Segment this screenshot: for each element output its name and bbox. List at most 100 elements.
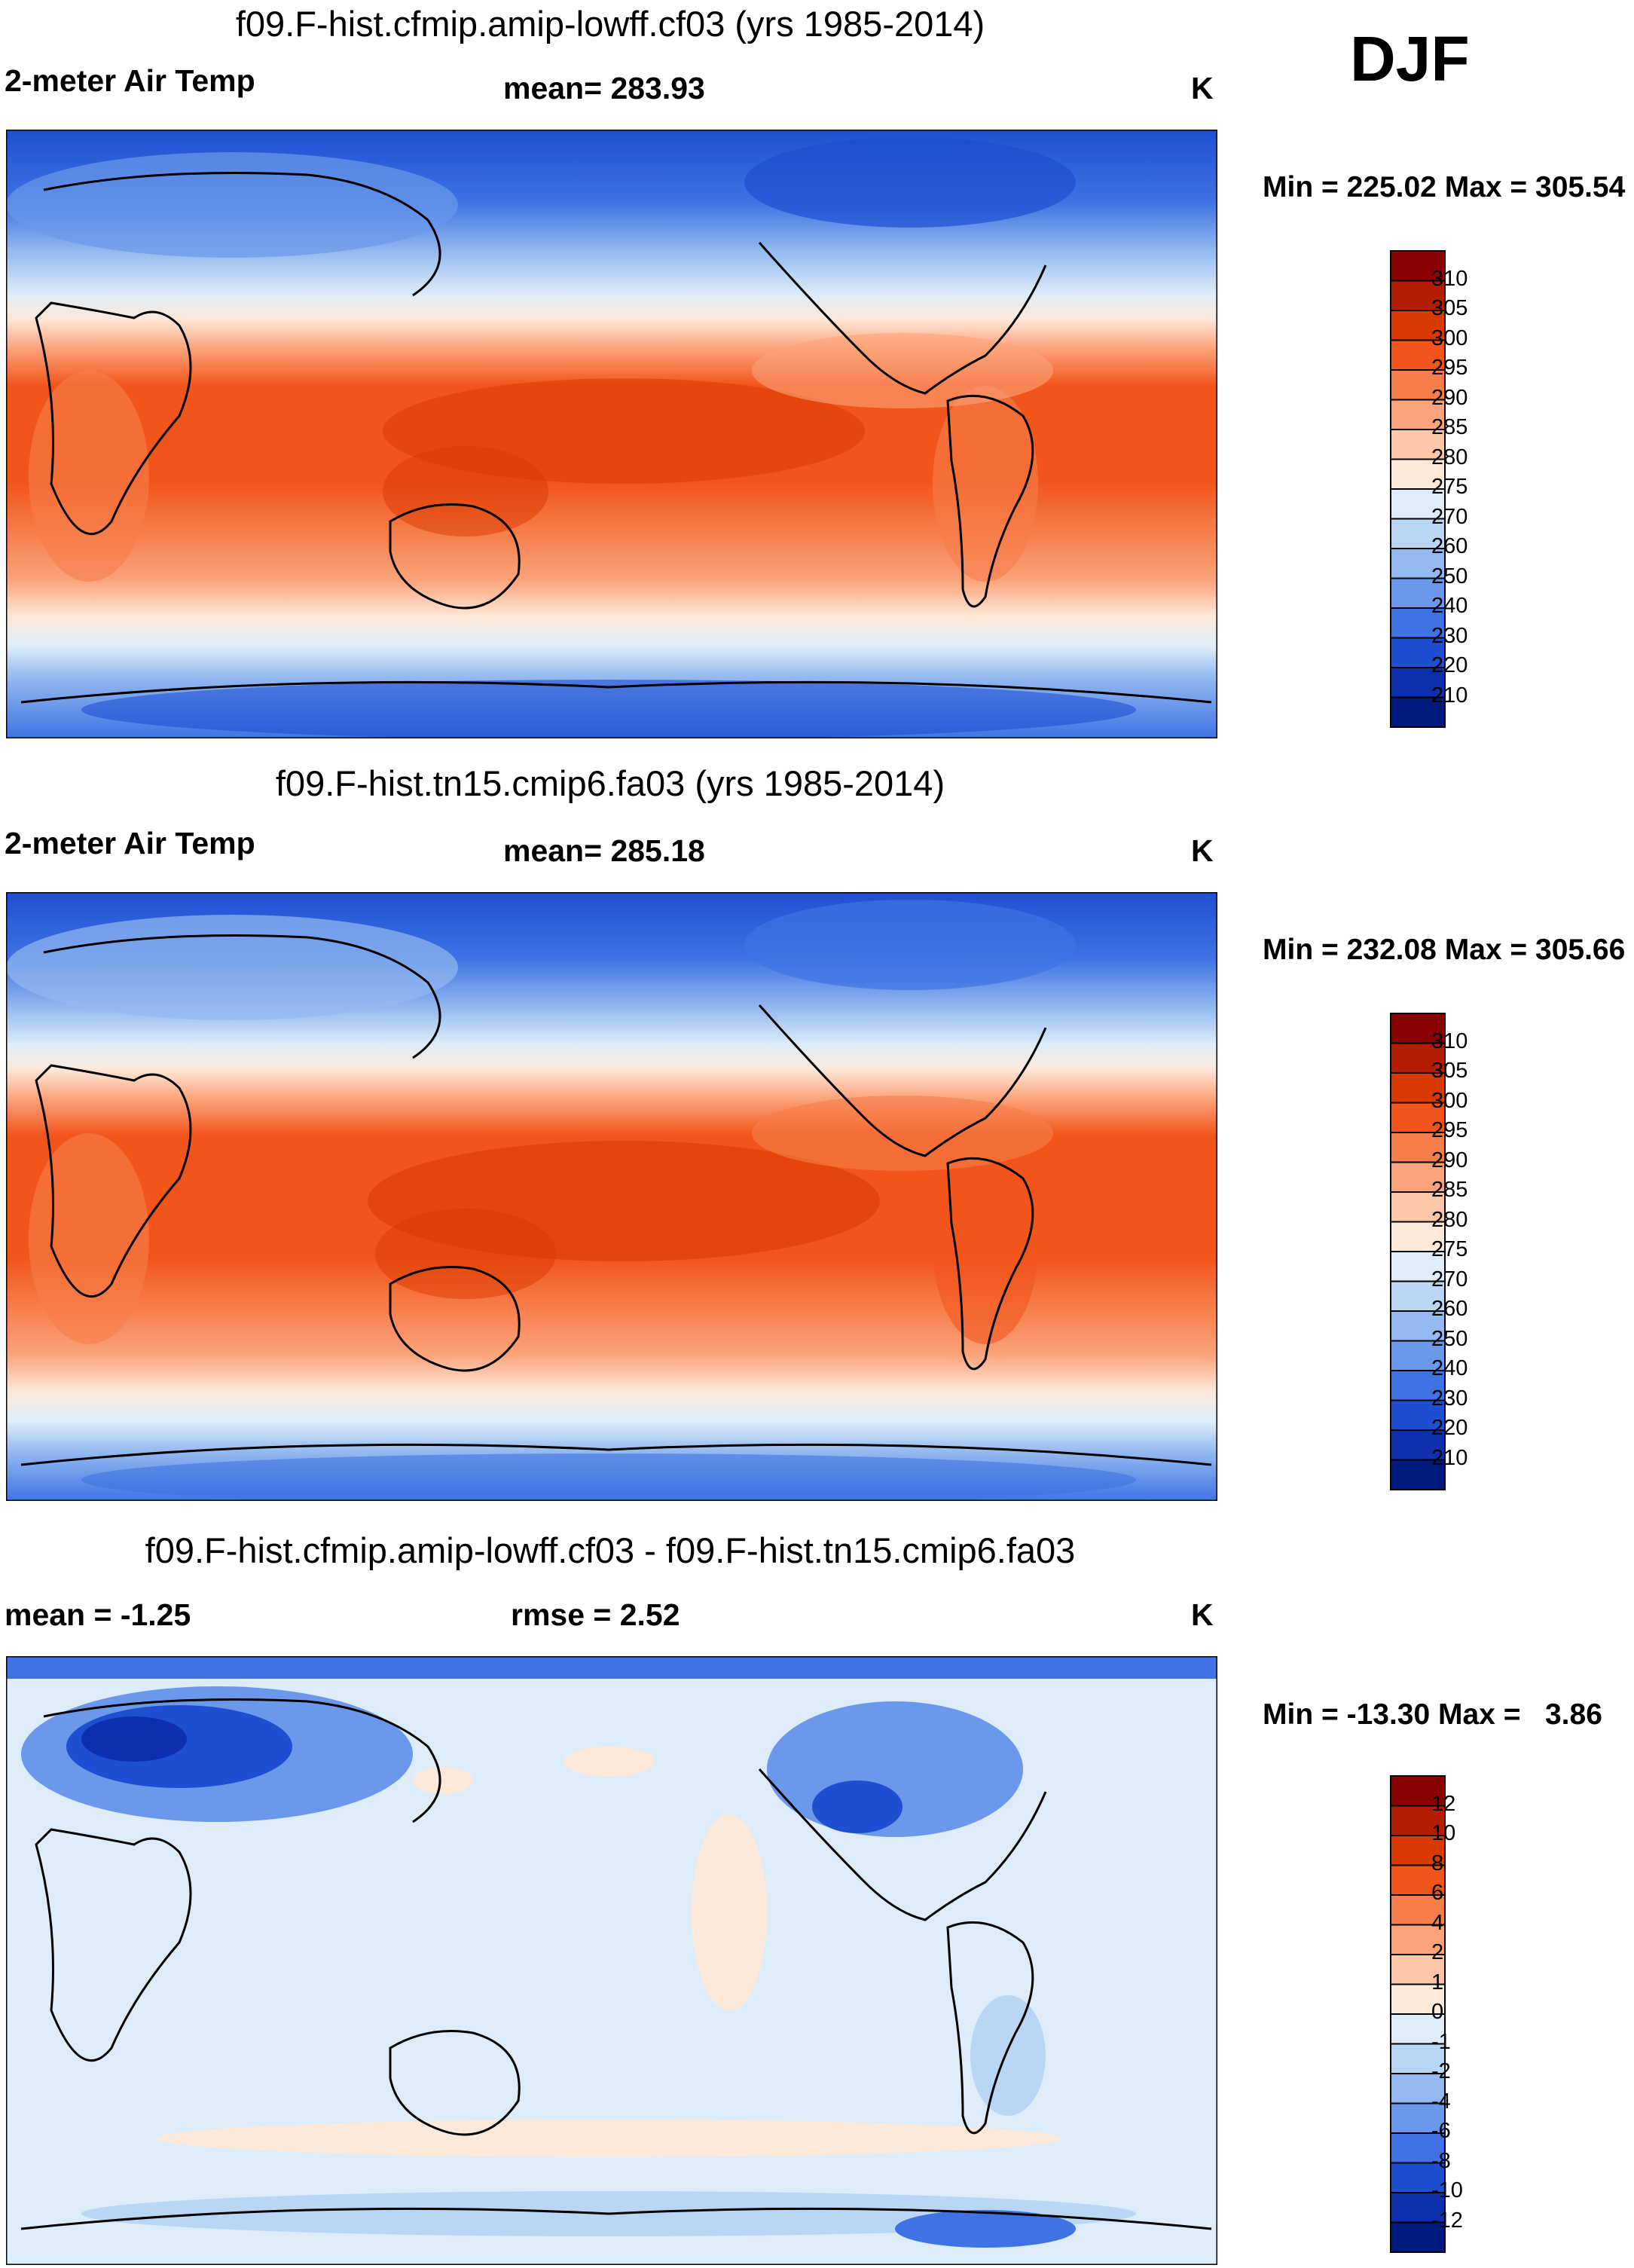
colorbar-box (1390, 369, 1446, 401)
colorbar-tick-label: 270 (1431, 1267, 1468, 1291)
colorbar-box (1390, 2162, 1446, 2193)
colorbar-tick-label: 2 (1431, 1940, 1444, 1964)
colorbar-box (1390, 1399, 1446, 1431)
colorbar-box (1390, 1459, 1446, 1490)
panel1-map (6, 130, 1217, 738)
panel1-title: f09.F-hist.cfmip.amip-lowff.cf03 (yrs 19… (235, 4, 985, 44)
colorbar-tick-label: 270 (1431, 504, 1468, 529)
colorbar-box (1390, 1983, 1446, 2015)
colorbar-box (1390, 1805, 1446, 1836)
colorbar-tick-label: 300 (1431, 326, 1468, 350)
panel3-colorbar (1390, 1775, 1446, 2253)
colorbar-box (1390, 1310, 1446, 1342)
panel1-units-label: K (1191, 71, 1214, 105)
panel3-title: f09.F-hist.cfmip.amip-lowff.cf03 - f09.F… (145, 1530, 1076, 1570)
panel2-colorbar-boxes (1390, 1013, 1446, 1490)
colorbar-box (1390, 1340, 1446, 1371)
panel1-coastlines (20, 172, 1212, 704)
colorbar-box (1390, 1924, 1446, 1955)
colorbar-tick-label: 290 (1431, 1148, 1468, 1172)
colorbar-tick-label: 10 (1431, 1821, 1456, 1845)
colorbar-tick-label: 230 (1431, 1386, 1468, 1411)
panel1-minmax-label: Min = 225.02 Max = 305.54 (1263, 171, 1626, 203)
colorbar-tick-label: 285 (1431, 415, 1468, 439)
colorbar-tick-label: 240 (1431, 1356, 1468, 1380)
panel3-minmax-label: Min = -13.30 Max = 3.86 (1263, 1698, 1602, 1731)
colorbar-box (1390, 696, 1446, 728)
colorbar-box (1390, 577, 1446, 609)
colorbar-tick-label: 250 (1431, 1326, 1468, 1351)
colorbar-tick-label: -8 (1431, 2148, 1451, 2173)
panel3-coastlines (20, 1698, 1212, 2230)
colorbar-box (1390, 1221, 1446, 1252)
colorbar-tick-label: 275 (1431, 475, 1468, 499)
colorbar-box (1390, 1132, 1446, 1163)
colorbar-box (1390, 280, 1446, 311)
colorbar-box (1390, 399, 1446, 430)
colorbar-box (1390, 1251, 1446, 1282)
colorbar-box (1390, 1072, 1446, 1104)
season-label: DJF (1350, 23, 1470, 94)
colorbar-tick-label: 12 (1431, 1791, 1456, 1816)
colorbar-box (1390, 2013, 1446, 2045)
colorbar-tick-label: 220 (1431, 1416, 1468, 1440)
panel1-colorbar-boxes (1390, 250, 1446, 728)
colorbar-tick-label: 285 (1431, 1178, 1468, 1202)
colorbar-tick-label: -1 (1431, 2029, 1451, 2054)
panel2-coastlines (20, 934, 1212, 1466)
panel3-units-label: K (1191, 1597, 1214, 1632)
colorbar-box (1390, 667, 1446, 698)
panel1-variable-label: 2-meter Air Temp (5, 63, 255, 98)
colorbar-tick-label: 310 (1431, 1029, 1468, 1053)
colorbar-box (1390, 1042, 1446, 1074)
colorbar-tick-label: -4 (1431, 2089, 1451, 2114)
panel2-title: f09.F-hist.tn15.cmip6.fa03 (yrs 1985-201… (275, 763, 945, 803)
colorbar-box (1390, 1161, 1446, 1193)
colorbar-box (1390, 2043, 1446, 2074)
colorbar-tick-label: 0 (1431, 2000, 1444, 2024)
colorbar-box (1390, 2221, 1446, 2253)
colorbar-tick-label: -10 (1431, 2178, 1463, 2202)
colorbar-box (1390, 1191, 1446, 1223)
colorbar-box (1390, 310, 1446, 341)
colorbar-box (1390, 1102, 1446, 1133)
colorbar-tick-label: 1 (1431, 1970, 1444, 1994)
colorbar-tick-label: 295 (1431, 356, 1468, 380)
colorbar-tick-label: 305 (1431, 296, 1468, 320)
panel3-features (6, 1656, 1217, 2248)
colorbar-box (1390, 1894, 1446, 1926)
colorbar-box (1390, 607, 1446, 639)
panel3-mean-label: mean = -1.25 (5, 1597, 191, 1632)
colorbar-tick-label: 220 (1431, 653, 1468, 677)
colorbar-box (1390, 1370, 1446, 1401)
colorbar-tick-label: -2 (1431, 2059, 1451, 2083)
colorbar-tick-label: 8 (1431, 1851, 1444, 1875)
panel2-colorbar (1390, 1013, 1446, 1490)
colorbar-tick-label: 260 (1431, 1297, 1468, 1321)
colorbar-tick-label: 310 (1431, 266, 1468, 291)
colorbar-tick-label: 290 (1431, 385, 1468, 410)
colorbar-tick-label: 250 (1431, 564, 1468, 588)
panel3-rmse-label: rmse = 2.52 (511, 1597, 680, 1632)
colorbar-tick-label: 260 (1431, 534, 1468, 558)
colorbar-tick-label: 240 (1431, 594, 1468, 618)
colorbar-tick-label: 230 (1431, 623, 1468, 648)
colorbar-box (1390, 2192, 1446, 2224)
panel1-mean-label: mean= 283.93 (503, 71, 705, 105)
colorbar-tick-label: -6 (1431, 2119, 1451, 2143)
colorbar-tick-label: 210 (1431, 1445, 1468, 1470)
colorbar-box (1390, 1775, 1446, 1807)
panel2-variable-label: 2-meter Air Temp (5, 826, 255, 860)
colorbar-tick-label: 4 (1431, 1910, 1444, 1935)
colorbar-box (1390, 429, 1446, 460)
colorbar-tick-label: 295 (1431, 1118, 1468, 1142)
colorbar-box (1390, 2102, 1446, 2134)
panel1-features (6, 137, 1136, 738)
colorbar-tick-label: 280 (1431, 445, 1468, 469)
panel3-colorbar-boxes (1390, 1775, 1446, 2253)
panel2-map (6, 892, 1217, 1501)
panel1-colorbar (1390, 250, 1446, 728)
colorbar-box (1390, 339, 1446, 371)
colorbar-box (1390, 250, 1446, 282)
colorbar-tick-label: 210 (1431, 683, 1468, 708)
